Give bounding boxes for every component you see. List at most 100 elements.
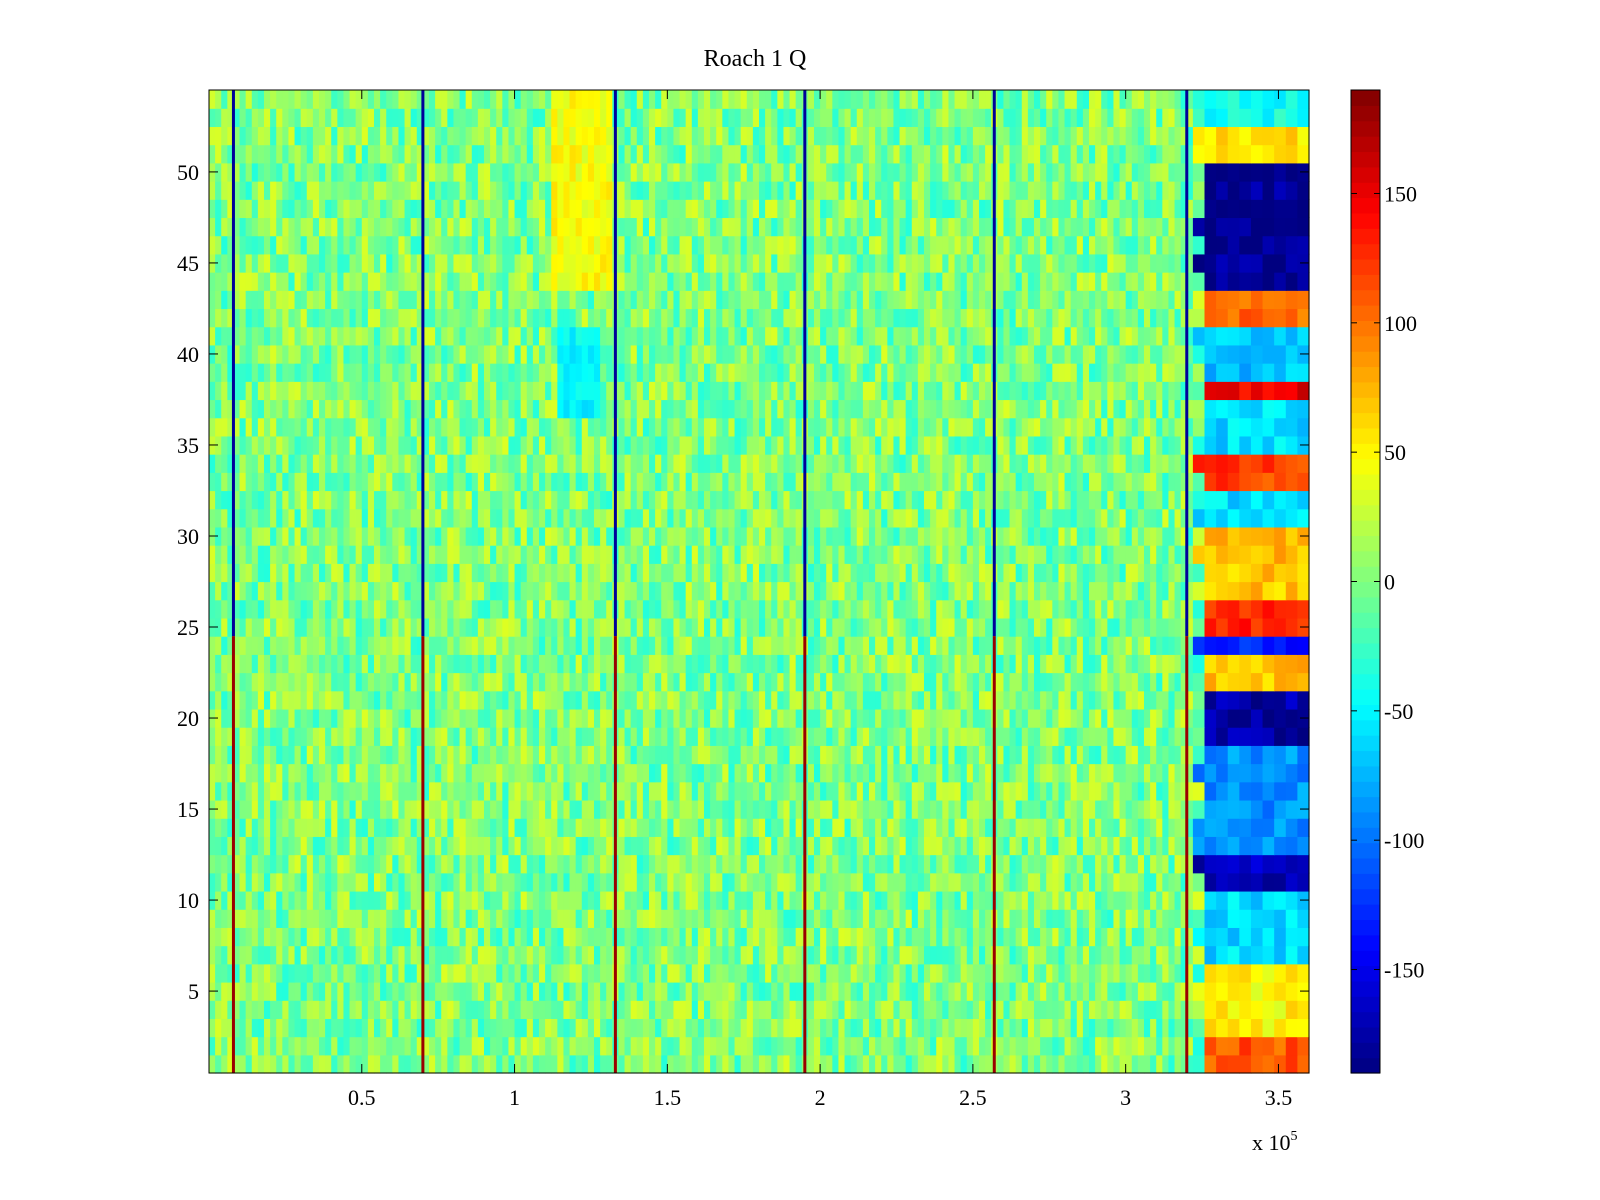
- heatmap-cell: [1052, 654, 1060, 674]
- heatmap-cell: [759, 1000, 766, 1019]
- heatmap-cell: [630, 909, 638, 928]
- heatmap-cell: [276, 890, 283, 910]
- heatmap-cell: [1150, 599, 1157, 619]
- heatmap-cell: [844, 581, 852, 601]
- heatmap-cell: [1113, 909, 1121, 928]
- heatmap-cell: [459, 799, 467, 819]
- heatmap-cell: [337, 1000, 345, 1019]
- heatmap-cell: [697, 672, 705, 692]
- heatmap-cell: [618, 690, 626, 710]
- heatmap-cell: [966, 1018, 974, 1038]
- heatmap-cell: [697, 909, 705, 928]
- heatmap-cell: [477, 545, 485, 564]
- heatmap-cell: [746, 836, 754, 856]
- heatmap-cell: [1125, 581, 1133, 601]
- heatmap-cell: [936, 818, 943, 837]
- heatmap-cell: [807, 599, 815, 619]
- heatmap-cell: [917, 945, 925, 965]
- heatmap-cell: [948, 781, 956, 801]
- heatmap-cell: [459, 781, 467, 801]
- heatmap-cell: [759, 763, 766, 783]
- heatmap-cell: [618, 799, 626, 819]
- heatmap-cell: [245, 708, 253, 728]
- heatmap-cell: [881, 1036, 888, 1056]
- heatmap-cell: [514, 727, 522, 746]
- heatmap-cell: [276, 526, 283, 546]
- heatmap-cell: [856, 599, 864, 619]
- heatmap-cell: [215, 672, 222, 692]
- heatmap-cell: [496, 1054, 503, 1074]
- heatmap-cell: [850, 927, 858, 947]
- heatmap-cell: [264, 599, 271, 619]
- heatmap-cell: [1095, 545, 1102, 564]
- heatmap-cell: [447, 909, 455, 928]
- heatmap-cell: [826, 545, 833, 564]
- heatmap-cell: [1168, 617, 1176, 637]
- heatmap-cell: [551, 545, 558, 564]
- heatmap-cell: [795, 672, 803, 692]
- heatmap-cell: [429, 963, 436, 983]
- heatmap-cell: [807, 1000, 815, 1019]
- heatmap-cell: [1137, 617, 1145, 637]
- heatmap-cell: [667, 599, 675, 619]
- heatmap-cell: [948, 818, 956, 837]
- heatmap-cell: [288, 981, 296, 1001]
- heatmap-cell: [264, 654, 271, 674]
- heatmap-cell: [832, 745, 840, 765]
- heatmap-cell: [257, 708, 265, 728]
- heatmap-cell: [905, 763, 913, 783]
- heatmap-cell: [233, 1054, 241, 1074]
- heatmap-cell: [795, 581, 803, 601]
- heatmap-cell: [1216, 545, 1229, 564]
- heatmap-cell: [679, 836, 687, 856]
- heatmap-cell: [1058, 1036, 1066, 1056]
- heatmap-cell: [765, 617, 772, 637]
- heatmap-cell: [380, 799, 387, 819]
- heatmap-cell: [233, 708, 241, 728]
- heatmap-cell: [930, 617, 937, 637]
- heatmap-cell: [972, 617, 980, 637]
- heatmap-cell: [361, 526, 369, 546]
- heatmap-cell: [795, 763, 803, 783]
- heatmap-cell: [319, 545, 326, 564]
- heatmap-cell: [374, 745, 381, 765]
- heatmap-cell: [875, 836, 882, 856]
- heatmap-cell: [551, 763, 558, 783]
- heatmap-cell: [667, 818, 675, 837]
- heatmap-cell: [392, 1000, 400, 1019]
- heatmap-cell: [404, 617, 412, 637]
- heatmap-cell: [575, 745, 583, 765]
- heatmap-cell: [349, 526, 357, 546]
- heatmap-cell: [716, 799, 723, 819]
- heatmap-cell: [630, 690, 638, 710]
- heatmap-cell: [881, 690, 888, 710]
- heatmap-cell: [1192, 745, 1206, 765]
- heatmap-cell: [875, 617, 882, 637]
- heatmap-cell: [526, 836, 534, 856]
- heatmap-cell: [1137, 963, 1145, 983]
- heatmap-cell: [1285, 654, 1298, 674]
- heatmap-cell: [600, 781, 607, 801]
- heatmap-cell: [581, 799, 589, 819]
- heatmap-cell: [862, 781, 870, 801]
- heatmap-cell: [1058, 963, 1066, 983]
- heatmap-cell: [826, 708, 833, 728]
- heatmap-cell: [276, 963, 283, 983]
- heatmap-cell: [636, 599, 644, 619]
- heatmap-cell: [288, 563, 296, 583]
- heatmap-cell: [441, 981, 448, 1001]
- heatmap-cell: [416, 599, 424, 619]
- heatmap-cell: [930, 1018, 937, 1038]
- heatmap-cell: [911, 1036, 919, 1056]
- heatmap-cell: [355, 745, 363, 765]
- heatmap-cell: [948, 927, 956, 947]
- heatmap-cell: [1250, 981, 1264, 1001]
- heatmap-cell: [1274, 963, 1287, 983]
- heatmap-cell: [539, 599, 546, 619]
- heatmap-cell: [1070, 654, 1078, 674]
- heatmap-cell: [337, 1036, 345, 1056]
- heatmap-cell: [587, 708, 595, 728]
- heatmap-cell: [1064, 781, 1072, 801]
- heatmap-cell: [649, 745, 656, 765]
- heatmap-cell: [1040, 945, 1047, 965]
